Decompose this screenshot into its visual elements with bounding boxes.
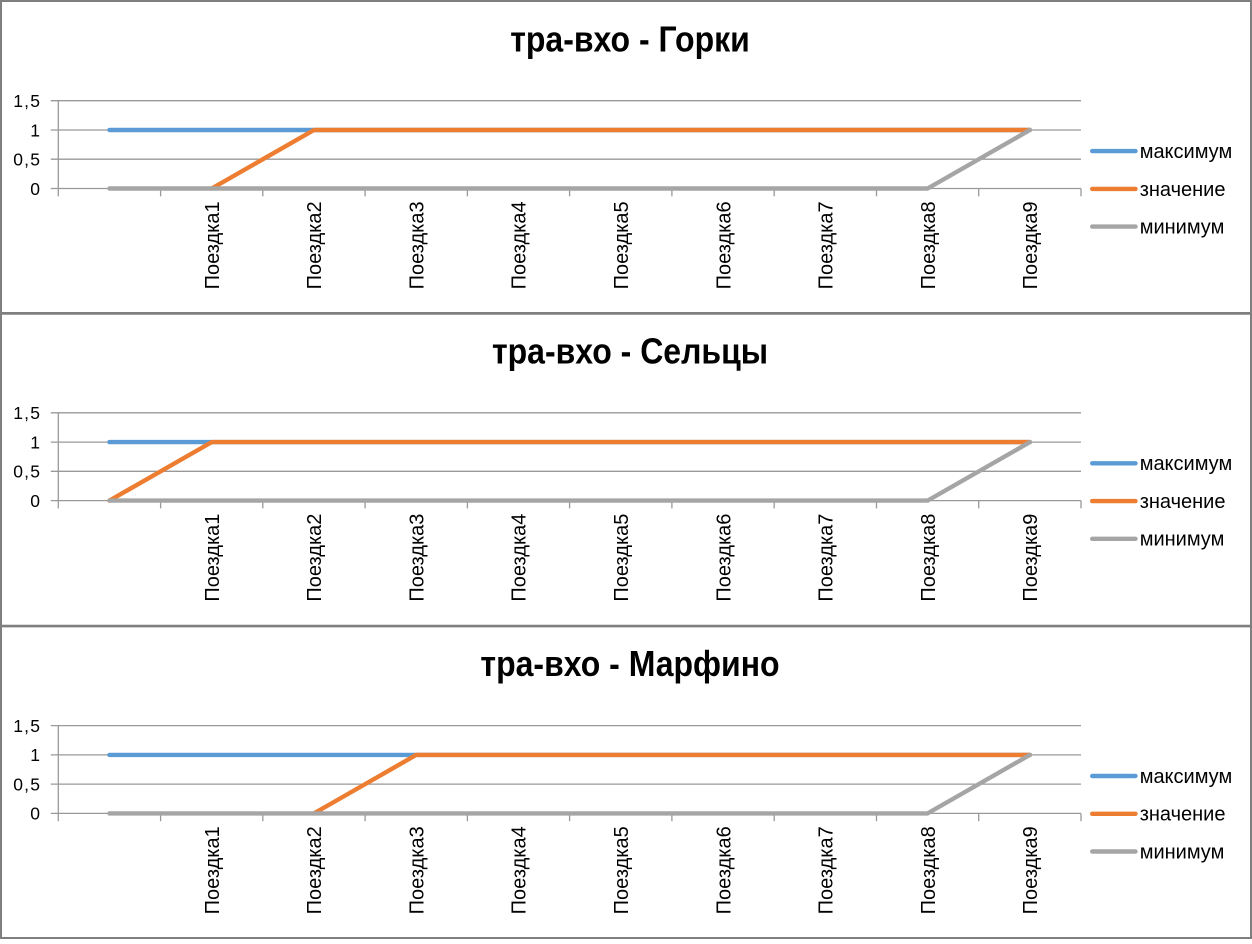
svg-text:Поездка1: Поездка1 — [202, 201, 224, 289]
svg-text:Поездка9: Поездка9 — [1020, 514, 1042, 602]
svg-text:0,5: 0,5 — [13, 774, 41, 794]
svg-text:тра-вхо - Марфино: тра-вхо - Марфино — [480, 645, 779, 685]
svg-text:Поездка6: Поездка6 — [713, 514, 735, 602]
svg-text:Поездка4: Поездка4 — [509, 826, 531, 914]
svg-text:0,5: 0,5 — [13, 462, 41, 482]
svg-text:значение: значение — [1140, 179, 1226, 201]
svg-text:Поездка9: Поездка9 — [1020, 826, 1042, 914]
svg-text:Поездка8: Поездка8 — [918, 201, 940, 289]
svg-text:минимум: минимум — [1140, 529, 1225, 551]
svg-text:1: 1 — [30, 745, 41, 765]
svg-text:Поездка8: Поездка8 — [918, 826, 940, 914]
svg-text:минимум: минимум — [1140, 217, 1225, 239]
svg-text:0: 0 — [30, 491, 41, 511]
svg-text:Поездка4: Поездка4 — [509, 514, 531, 602]
svg-text:значение: значение — [1140, 804, 1226, 826]
svg-text:Поездка1: Поездка1 — [202, 826, 224, 914]
svg-text:Поездка6: Поездка6 — [713, 826, 735, 914]
svg-text:Поездка5: Поездка5 — [611, 826, 633, 914]
svg-text:0,5: 0,5 — [13, 150, 41, 170]
svg-text:Поездка3: Поездка3 — [406, 514, 428, 602]
svg-text:максимум: максимум — [1140, 766, 1233, 788]
svg-text:Поездка7: Поездка7 — [816, 514, 838, 602]
svg-text:минимум: минимум — [1140, 841, 1225, 863]
svg-text:1: 1 — [30, 120, 41, 140]
svg-text:Поездка2: Поездка2 — [304, 514, 326, 602]
svg-text:Поездка5: Поездка5 — [611, 514, 633, 602]
svg-text:Поездка9: Поездка9 — [1020, 201, 1042, 289]
svg-text:Поездка7: Поездка7 — [816, 201, 838, 289]
svg-text:0: 0 — [30, 179, 41, 199]
svg-text:Поездка2: Поездка2 — [304, 826, 326, 914]
svg-text:Поездка3: Поездка3 — [406, 201, 428, 289]
svg-text:значение: значение — [1140, 491, 1226, 513]
svg-text:0: 0 — [30, 804, 41, 824]
svg-text:тра-вхо - Сельцы: тра-вхо - Сельцы — [492, 332, 768, 372]
svg-text:1,5: 1,5 — [13, 403, 41, 423]
svg-text:Поездка3: Поездка3 — [406, 826, 428, 914]
svg-text:1,5: 1,5 — [13, 716, 41, 736]
svg-text:максимум: максимум — [1140, 141, 1233, 163]
svg-text:Поездка7: Поездка7 — [816, 826, 838, 914]
svg-text:Поездка6: Поездка6 — [713, 201, 735, 289]
svg-text:Поездка4: Поездка4 — [509, 201, 531, 289]
svg-text:1: 1 — [30, 432, 41, 452]
svg-text:Поездка8: Поездка8 — [918, 514, 940, 602]
svg-text:1,5: 1,5 — [13, 91, 41, 111]
svg-text:Поездка5: Поездка5 — [611, 201, 633, 289]
svg-text:Поездка1: Поездка1 — [202, 514, 224, 602]
svg-text:тра-вхо - Горки: тра-вхо - Горки — [510, 20, 750, 60]
svg-text:максимум: максимум — [1140, 453, 1233, 475]
svg-text:Поездка2: Поездка2 — [304, 201, 326, 289]
